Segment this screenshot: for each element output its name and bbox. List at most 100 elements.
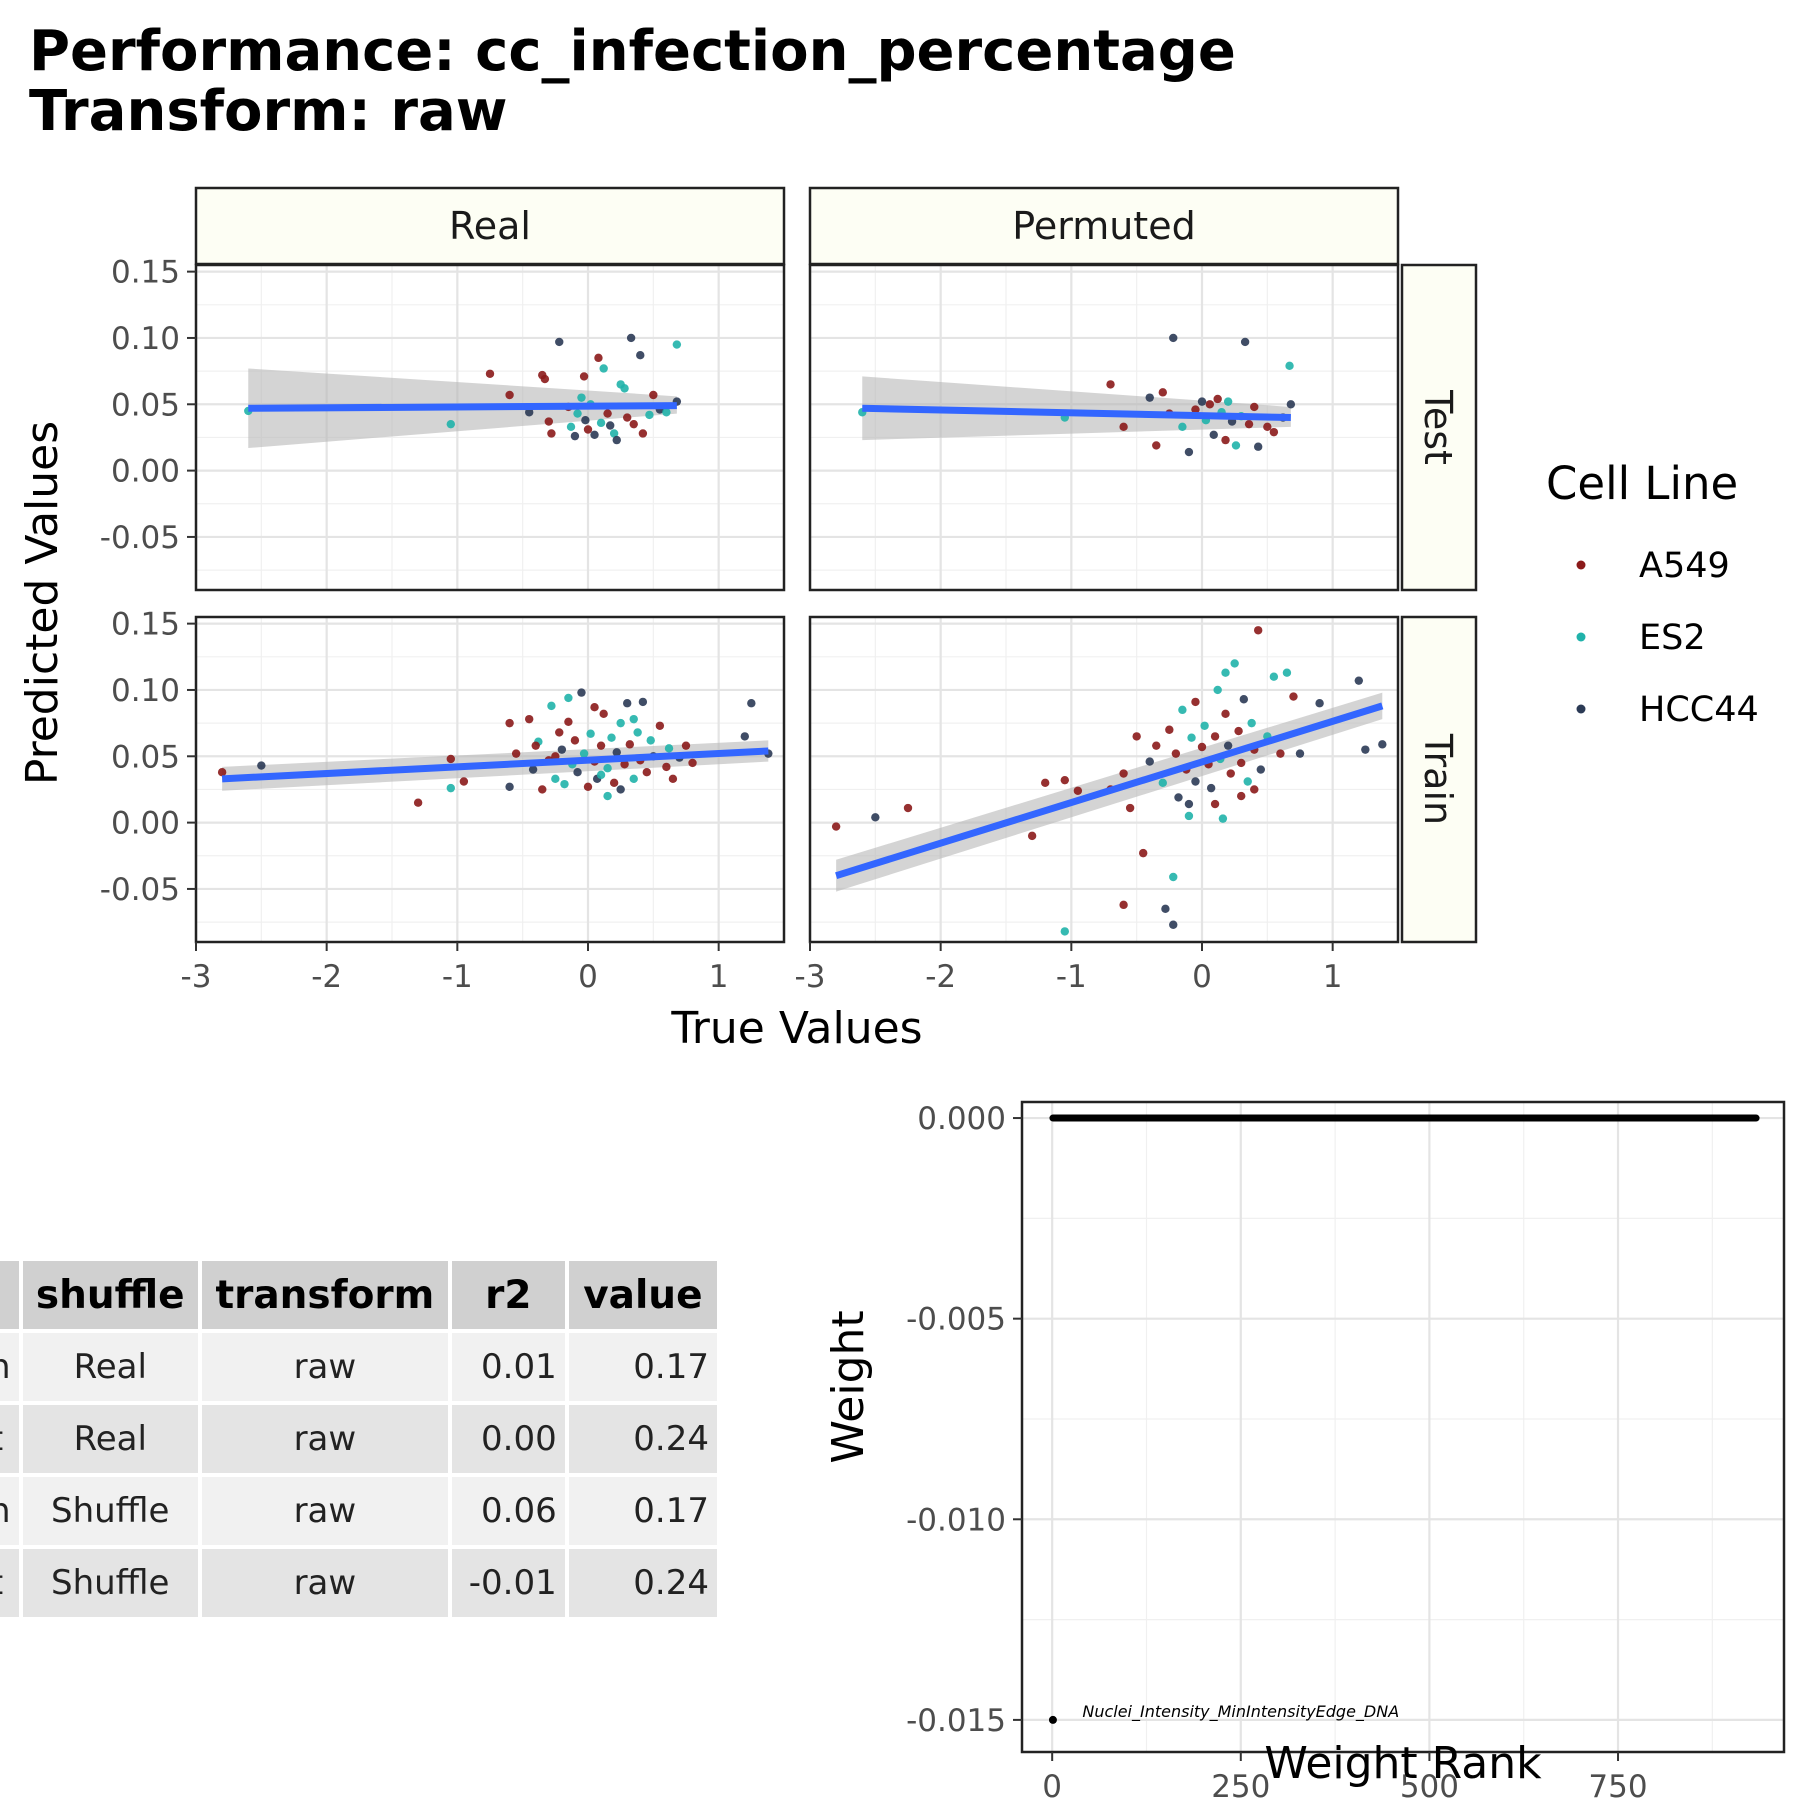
panel-border	[1020, 1100, 1786, 1754]
data-point-hcc44	[570, 431, 580, 441]
facet-strip-train	[1400, 615, 1478, 944]
data-point-hcc44	[555, 337, 564, 347]
facet-strip-label: Train	[1416, 733, 1460, 825]
legend-label-hcc44: HCC44	[1639, 690, 1759, 730]
data-point-hcc44	[1161, 904, 1170, 914]
data-point-a549	[1191, 697, 1200, 707]
data-point-es2	[1285, 361, 1294, 371]
facet-panel-real-test	[194, 263, 786, 592]
data-point-a549	[620, 760, 629, 769]
legend-title: Cell Line	[1546, 457, 1738, 510]
data-point-es2	[586, 729, 595, 738]
x-tick-label: 750	[1588, 1769, 1647, 1800]
data-point-a549	[629, 419, 638, 429]
table-cell-value: 0.24	[568, 1549, 717, 1617]
y-tick-label: -0.05	[100, 520, 180, 556]
data-point-a549	[1041, 778, 1050, 788]
y-tick-label: 0.05	[111, 739, 180, 775]
data-point-hcc44	[1253, 442, 1263, 451]
data-point-hcc44	[612, 748, 621, 757]
data-point-a549	[485, 369, 495, 378]
figure-title-line2: Transform: raw	[29, 79, 508, 144]
data-point-hcc44	[623, 699, 632, 708]
panel-border	[808, 263, 1400, 592]
feature-annotation: Nuclei_Intensity_MinIntensityEdge_DNA	[1082, 1702, 1399, 1722]
data-point-es2	[1060, 927, 1070, 936]
data-point-es2	[1231, 441, 1241, 450]
data-point-a549	[1234, 726, 1243, 736]
data-point-a549	[590, 703, 599, 712]
data-point-a549	[609, 778, 619, 788]
table-row: Test Shuffle raw -0.01 0.24	[0, 1549, 717, 1617]
data-point-a549	[579, 372, 589, 381]
data-point-a549	[1250, 402, 1259, 412]
data-point-a549	[1210, 732, 1220, 741]
data-point-a549	[217, 768, 227, 777]
data-point-a549	[538, 785, 547, 794]
x-tick-label: -2	[925, 959, 956, 995]
table-header-row: fit shuffle transform r2 value	[0, 1261, 717, 1329]
x-axis-label: Weight Rank	[1264, 1738, 1542, 1789]
data-point-hcc44	[1239, 695, 1249, 704]
x-tick-label: 500	[1400, 1769, 1459, 1800]
legend-swatch-a549	[1576, 560, 1586, 570]
data-point-hcc44	[612, 435, 621, 445]
data-point-a549	[638, 429, 648, 438]
x-axis-label: True Values	[670, 1003, 922, 1050]
data-point-hcc44	[740, 732, 749, 741]
data-point-a549	[599, 709, 608, 719]
data-point-hcc44	[1286, 400, 1296, 409]
data-point-a549	[544, 417, 553, 426]
data-point-hcc44	[1169, 333, 1178, 343]
y-tick-label: 0.15	[111, 255, 180, 291]
data-point-es2	[596, 770, 606, 780]
metrics-table: fit shuffle transform r2 value Train Rea…	[0, 1257, 721, 1621]
data-point-hcc44	[1256, 765, 1266, 774]
data-point-es2	[629, 714, 638, 724]
data-point-a549	[1269, 427, 1279, 437]
table-cell-fit: Test	[0, 1405, 19, 1473]
x-tick-label: 1	[1323, 959, 1343, 995]
data-point-a549	[1152, 441, 1161, 450]
data-point-hcc44	[1240, 337, 1250, 347]
data-point-es2	[547, 701, 556, 711]
y-tick-label: 0.00	[111, 454, 180, 490]
weight-point	[1048, 1715, 1057, 1724]
y-tick-label: -0.010	[906, 1502, 1006, 1538]
data-point-a549	[459, 777, 469, 786]
data-point-es2	[662, 408, 671, 417]
weight-rank-chart: Nuclei_Intensity_MinIntensityEdge_DNA -0.…	[823, 1100, 1786, 1800]
data-point-hcc44	[590, 430, 599, 439]
data-point-a549	[583, 782, 593, 791]
data-point-a549	[1253, 626, 1263, 635]
column-header-r2: r2	[451, 1261, 565, 1329]
data-point-es2	[620, 384, 629, 393]
x-tick-label: 1	[709, 959, 729, 995]
data-point-es2	[1200, 721, 1209, 730]
regression-line	[862, 404, 1291, 422]
x-tick-label: 0	[578, 959, 598, 995]
data-point-es2	[573, 409, 582, 418]
data-point-a549	[1263, 422, 1272, 432]
y-axis-label: Predicted Values	[17, 421, 68, 785]
legend-label-es2: ES2	[1639, 618, 1706, 658]
data-point-hcc44	[1169, 920, 1178, 929]
data-point-es2	[1223, 397, 1233, 406]
data-point-a549	[1244, 419, 1254, 429]
table-cell-transform: raw	[201, 1477, 448, 1545]
data-point-a549	[1221, 435, 1230, 445]
facet-panel-real-train	[194, 615, 786, 944]
data-point-a549	[1125, 803, 1135, 813]
data-point-a549	[1210, 799, 1220, 809]
facet-panel-permuted-test	[808, 263, 1400, 592]
table-cell-r2: 0.06	[451, 1477, 565, 1545]
data-point-a549	[511, 749, 521, 758]
data-point-a549	[1119, 769, 1128, 778]
panel-border	[194, 263, 786, 592]
x-tick-label: -3	[181, 959, 212, 995]
figure-title-line1: Performance: cc_infection_percentage	[29, 19, 1236, 84]
data-point-hcc44	[1184, 447, 1194, 457]
data-point-es2	[446, 783, 455, 793]
x-tick-label: 250	[1211, 1769, 1270, 1800]
